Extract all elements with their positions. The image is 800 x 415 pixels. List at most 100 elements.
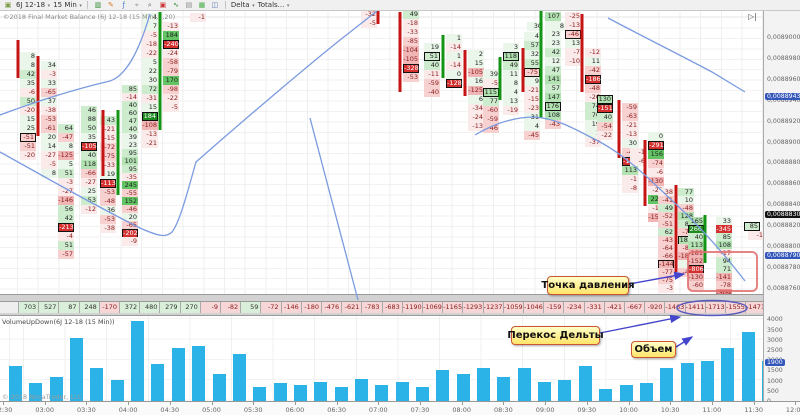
time-tick-label: 06:00 [285,406,305,414]
footprint-cell: 13 [565,39,581,48]
footprint-cell: 33 [41,79,57,88]
time-tick-label: 11:30 [744,406,763,414]
volume-bar [700,361,714,401]
zoom-icon[interactable]: ⌕ [147,0,152,9]
footprint-cell: 19 [100,170,116,179]
annotation-note-1[interactable]: Перекос Дельты [507,326,604,345]
footprint-cell: 40 [81,151,97,160]
fibonacci-icon[interactable]: ƒ [122,0,126,9]
volume-bar [334,386,348,401]
annotation-note-0[interactable]: Точка давления [541,276,635,295]
time-tick-label: 04:30 [160,406,180,414]
footprint-cell: 23 [545,30,561,39]
footprint-cell: -21 [142,139,158,148]
volume-bar [517,368,531,401]
annotation-note-2[interactable]: Объем [631,341,676,358]
footprint-cell: 51 [424,52,440,61]
footprint-cell: -74 [648,159,664,168]
time-tick [628,402,630,405]
footprint-cell: -51 [20,133,36,142]
indicator-label: ©2018 Final Market Balance (6J 12-18 (15… [3,13,176,21]
analyzer-icon[interactable]: ▦ [198,0,206,9]
volume-bar [680,362,694,401]
chart-style-icon[interactable]: ▥ [94,0,102,9]
footprint-cell: 15 [20,115,36,124]
chevron-down-icon: ▾ [77,2,82,9]
footprint-cell: -46 [483,124,499,133]
footprint-cell: -63 [622,112,638,121]
price-axis[interactable]: 0,0089000 0,0088980 0,0088960 0,0088940 0,00… [763,11,800,405]
footprint-cell: 11 [585,57,601,66]
go-to-end-icon[interactable]: ▷| [748,12,757,21]
time-tick [503,402,505,405]
footprint-cell: 1 [446,34,462,43]
footprint-cell: -11 [424,70,440,79]
panel-separator [0,294,763,302]
interval-dropdown[interactable]: 15 Min ▾ [53,0,82,9]
footprint-cell: -13 [622,130,638,139]
footprint-cell: 0 [446,70,462,79]
totals-cell: -1463 [664,302,685,313]
totals-cell: -920 [644,302,665,313]
volume-bar [558,379,572,401]
footprint-cell: -15 [524,95,540,104]
totals-cell: -9 [199,302,220,313]
delta-dropdown[interactable]: Delta ▾ [230,0,255,9]
footprint-cell: 13 [503,97,519,106]
totals-cell: 248 [78,302,99,313]
time-tick-label: 10:00 [619,406,638,414]
footprint-cell: -47 [58,133,74,142]
grid-icon[interactable]: ▤ [185,0,193,9]
footprint-cell: 42 [20,70,36,79]
totals-cell: 270 [179,302,200,313]
totals-cell: -72 [260,302,281,313]
footprint-cell: 1 [446,52,462,61]
footprint-cell: -130 [648,177,664,186]
cursor-icon[interactable]: ⌖ [134,0,139,9]
footprint-cell: -22 [597,131,613,140]
footprint-cell: -7 [565,48,581,57]
volume-bar [395,381,409,401]
footprint-cell: -5 [483,79,499,88]
time-tick [128,402,130,405]
footprint-cell: -33 [100,161,116,170]
footprint-cell: -27 [41,151,57,160]
snapshot-icon[interactable]: ▣ [159,0,167,9]
indicators-icon[interactable]: ∿ [172,0,179,9]
volume-bar [70,337,84,401]
footprint-cell: -125 [468,86,484,95]
footprint-cell: -6 [630,157,646,166]
footprint-cell: -45 [524,131,540,140]
footprint-cell: 11 [503,70,519,79]
totals-cell: -1069 [422,302,443,313]
time-tick-label: 12:00 [785,406,800,414]
price-tick-label: 0,0088840 [767,201,800,208]
totals-cell: -1046 [523,302,544,313]
footprint-cell: -48 [100,197,116,206]
footprint-cell: -186 [585,75,601,84]
time-tick [670,402,672,405]
totals-cell: -180 [300,302,321,313]
properties-icon[interactable]: ◫ [211,0,219,9]
footprint-cell: -53 [100,188,116,197]
footprint-cell: -32 [361,10,377,19]
footprint-cell: -12 [585,48,601,57]
totals-dropdown[interactable]: Totals... ▾ [257,0,290,9]
time-tick-label: 08:30 [494,406,513,414]
pencil-icon[interactable]: ✎ [107,0,114,9]
footprint-cell: 12 [545,57,561,66]
totals-cell: 480 [139,302,160,313]
toolbar-separator [86,1,88,9]
footprint-cell: -54 [597,122,613,131]
instrument-dropdown[interactable]: 6J 12-18 ▾ [16,0,51,9]
time-axis[interactable]: 02:30 03:00 03:30 04:00 04:30 05:00 05:30 06:00… [0,401,800,415]
footprint-cell: -10 [565,57,581,66]
volume-bar [9,366,22,401]
footprint-cell: -20 [20,151,36,160]
volume-bar [416,386,429,401]
footprint-cell: -43 [545,120,561,129]
footprint-cell: 51 [58,241,74,250]
volume-bar [212,374,226,401]
